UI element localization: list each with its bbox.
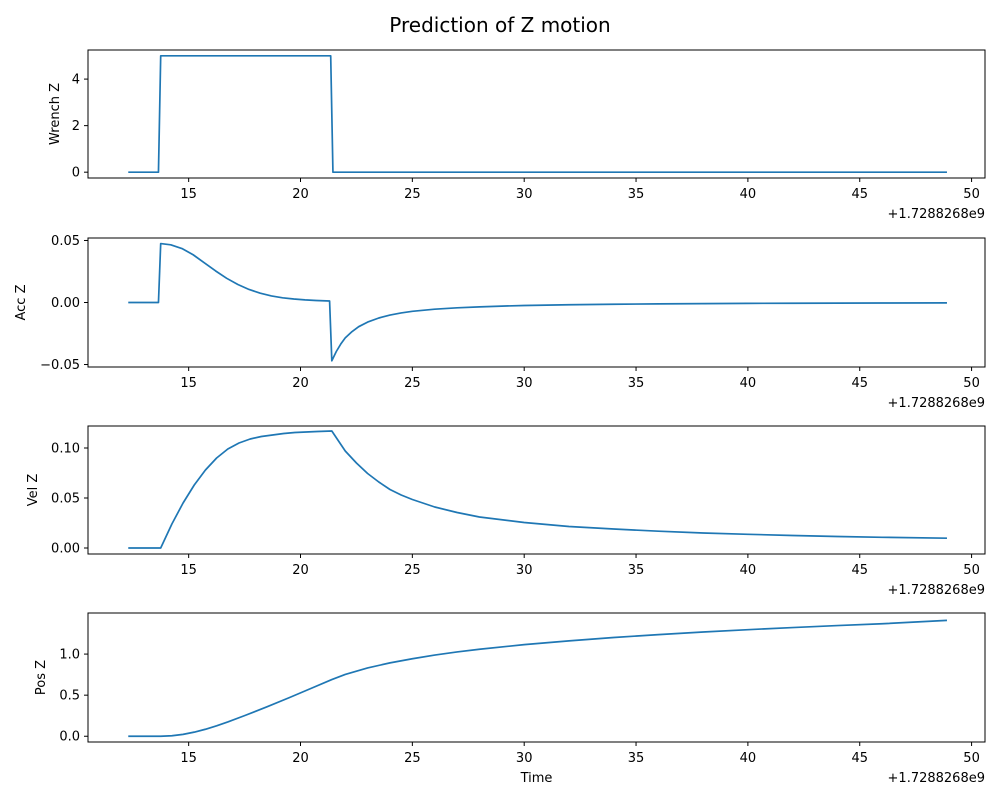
x-tick-label: 15 [180, 187, 197, 202]
x-tick-label: 20 [292, 376, 309, 391]
x-tick-label: 30 [516, 376, 533, 391]
x-tick-label: 40 [740, 376, 757, 391]
x-tick-label: 15 [180, 751, 197, 766]
x-tick-label: 40 [740, 563, 757, 578]
y-tick-label: 0.05 [51, 492, 80, 507]
axes-frame [87, 425, 986, 555]
y-axis-label: Acc Z [14, 284, 29, 320]
x-tick-label: 30 [516, 563, 533, 578]
figure-title: Prediction of Z motion [389, 13, 610, 37]
x-tick-label: 20 [292, 187, 309, 202]
x-tick-label: 50 [963, 376, 980, 391]
subplot-4: 15 20 25 30 35 40 45 50 0.0 0.5 1.0 +1.7288268e9 Pos… [34, 612, 986, 786]
axes-frame [87, 612, 986, 743]
x-tick-label: 20 [292, 563, 309, 578]
y-tick-label: 0.00 [51, 296, 80, 311]
series-line [128, 619, 948, 738]
x-tick-label: 35 [628, 187, 645, 202]
x-axis-label: Time [520, 771, 553, 786]
x-tick-label: 25 [404, 563, 421, 578]
x-tick-label: 45 [851, 563, 868, 578]
x-tick-label: 15 [180, 376, 197, 391]
subplot-2: 15 20 25 30 35 40 45 50 −0.05 0.00 0.05 +1.7288268e… [14, 234, 986, 411]
subplot-3: 15 20 25 30 35 40 45 50 0.00 0.05 0.10 +1.7288268e9… [26, 425, 986, 598]
x-tick-label: 45 [851, 376, 868, 391]
x-tick-label: 50 [963, 187, 980, 202]
x-tick-label: 35 [628, 751, 645, 766]
x-tick-label: 50 [963, 563, 980, 578]
x-tick-label: 25 [404, 751, 421, 766]
series-line [128, 54, 947, 174]
y-tick-label: 2 [72, 119, 80, 134]
y-axis-label: Pos Z [34, 660, 49, 695]
y-tick-label: 1.0 [59, 648, 80, 663]
x-tick-label: 30 [516, 751, 533, 766]
y-axis-label: Wrench Z [48, 83, 63, 145]
x-tick-label: 45 [851, 751, 868, 766]
x-offset-label: +1.7288268e9 [888, 396, 985, 411]
series-line [128, 242, 947, 362]
y-tick-label: 0.5 [59, 689, 80, 704]
subplot-1: 15 20 25 30 35 40 45 50 0 2 4 +1.7288268e9 Wrench Z [48, 49, 986, 222]
x-tick-label: 40 [740, 751, 757, 766]
series-line [128, 430, 947, 549]
x-tick-label: 40 [740, 187, 757, 202]
x-tick-label: 50 [963, 751, 980, 766]
y-tick-label: 4 [72, 73, 80, 88]
x-tick-label: 25 [404, 376, 421, 391]
x-tick-label: 30 [516, 187, 533, 202]
x-offset-label: +1.7288268e9 [888, 207, 985, 222]
x-tick-label: 35 [628, 376, 645, 391]
x-tick-label: 35 [628, 563, 645, 578]
x-tick-label: 45 [851, 187, 868, 202]
y-tick-label: 0.10 [51, 442, 80, 457]
y-axis-label: Vel Z [26, 474, 41, 507]
axes-frame [87, 49, 986, 179]
y-tick-label: 0.0 [59, 730, 80, 745]
y-tick-label: 0 [72, 166, 80, 181]
y-tick-label: 0.00 [51, 542, 80, 557]
x-tick-label: 15 [180, 563, 197, 578]
x-tick-label: 25 [404, 187, 421, 202]
x-offset-label: +1.7288268e9 [888, 771, 985, 786]
y-tick-label: −0.05 [40, 358, 80, 373]
x-tick-label: 20 [292, 751, 309, 766]
y-tick-label: 0.05 [51, 234, 80, 249]
x-offset-label: +1.7288268e9 [888, 583, 985, 598]
